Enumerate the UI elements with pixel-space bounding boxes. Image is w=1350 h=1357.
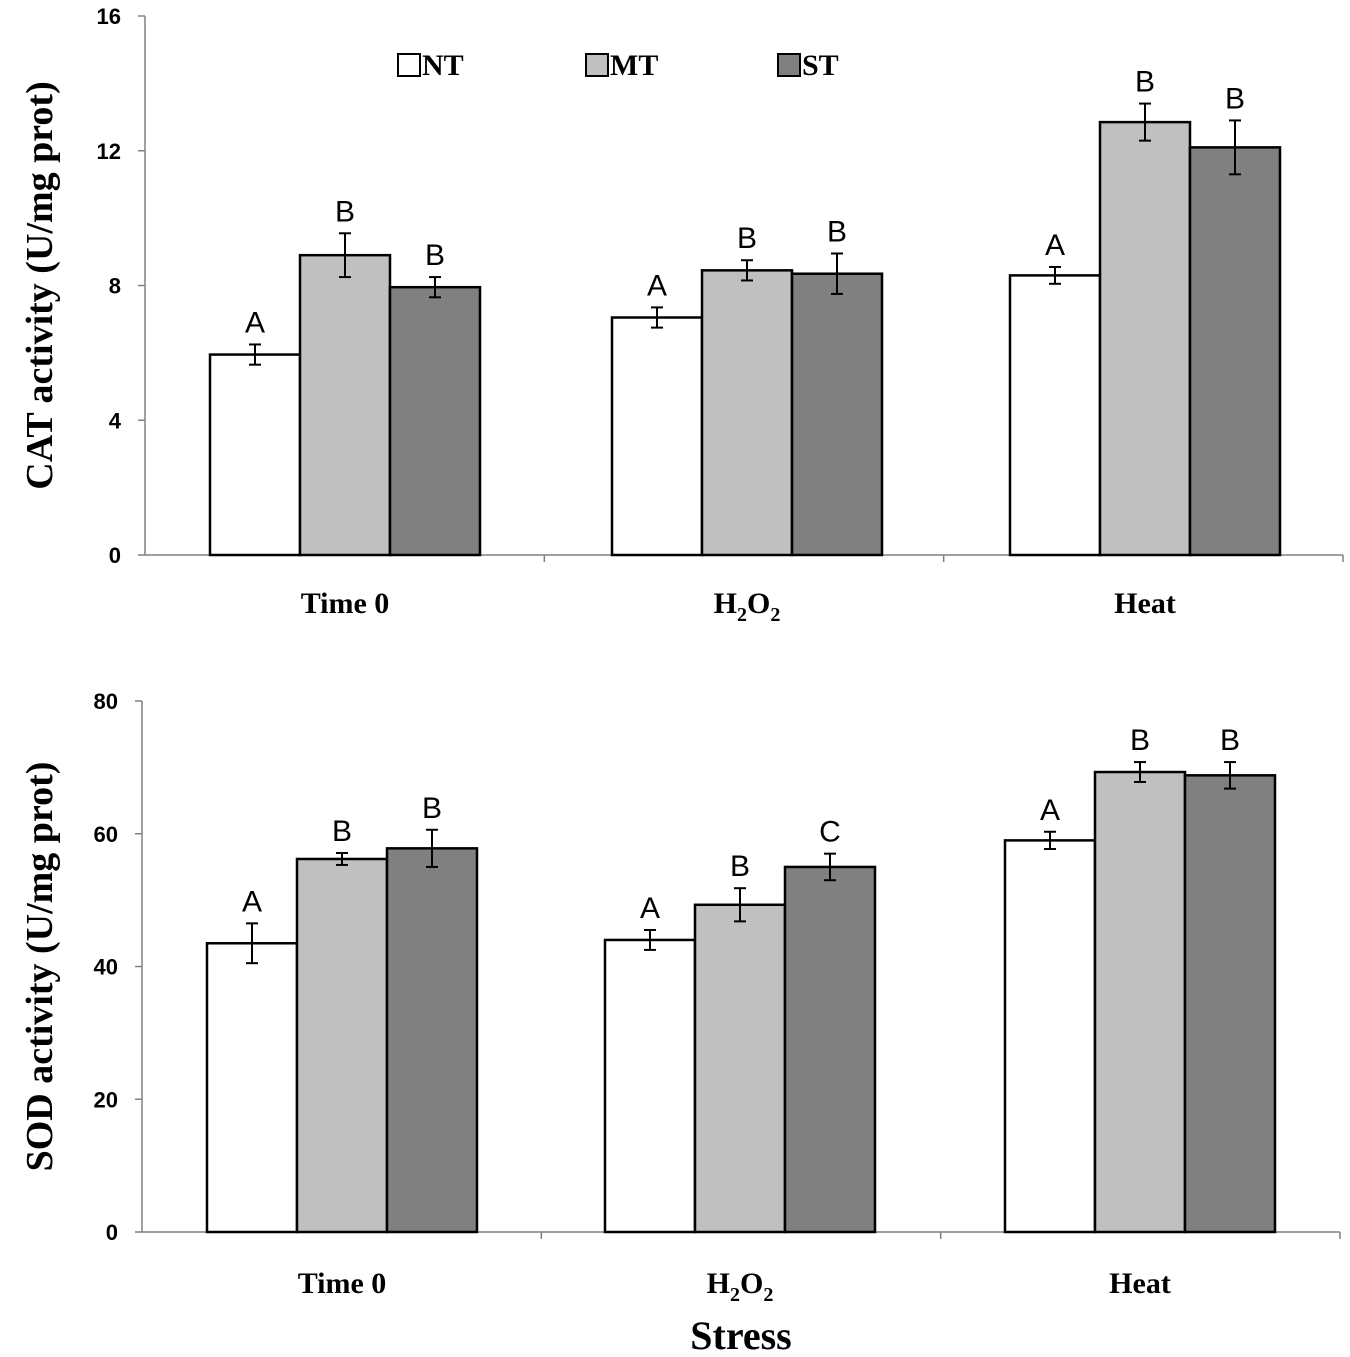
- bar-mt: [1098, 120, 1192, 557]
- legend-swatch-nt: [397, 53, 421, 77]
- bar-mt: [298, 253, 392, 557]
- significance-label: B: [1220, 724, 1240, 757]
- significance-label: B: [1225, 82, 1245, 115]
- y-tick-label: 60: [94, 822, 118, 847]
- bar-st: [783, 865, 877, 1234]
- significance-label: B: [827, 215, 847, 248]
- x-category-label: H2O2: [714, 587, 781, 626]
- bar-nt: [1008, 274, 1102, 557]
- bar-st: [1188, 146, 1282, 557]
- bar-nt: [610, 316, 704, 557]
- significance-label: A: [1045, 229, 1065, 262]
- significance-label: A: [245, 306, 265, 339]
- significance-label: B: [1135, 66, 1155, 99]
- significance-label: A: [1040, 794, 1060, 827]
- significance-label: A: [647, 269, 667, 302]
- legend-label-mt: MT: [610, 49, 658, 82]
- significance-label: B: [425, 239, 445, 272]
- y-tick-label: 12: [97, 139, 121, 164]
- x-category-label: Heat: [1109, 1267, 1171, 1300]
- significance-label: C: [819, 816, 841, 849]
- legend-swatch-mt: [585, 53, 609, 77]
- significance-label: B: [1130, 724, 1150, 757]
- y-tick-label: 20: [94, 1087, 118, 1112]
- bar-mt: [295, 857, 389, 1234]
- bar-nt: [603, 938, 697, 1234]
- significance-label: B: [737, 222, 757, 255]
- x-category-label: Time 0: [301, 587, 390, 620]
- y-tick-label: 0: [106, 1220, 118, 1245]
- significance-label: B: [730, 850, 750, 883]
- x-category-label: Heat: [1114, 587, 1176, 620]
- y-axis-title: CAT activity (U/mg prot): [19, 81, 61, 489]
- y-tick-label: 40: [94, 955, 118, 980]
- y-tick-label: 80: [94, 689, 118, 714]
- y-axis-title: SOD activity (U/mg prot): [19, 762, 61, 1172]
- x-axis-title: Stress: [690, 1313, 791, 1357]
- bar-nt: [1003, 839, 1097, 1234]
- legend-label-st: ST: [802, 49, 839, 82]
- chart-panel-2: 0 20 40 60 80 A B B A B C A B B SOD activity (U/mg pro…: [19, 689, 1341, 1357]
- significance-label: B: [422, 792, 442, 825]
- significance-label: A: [640, 892, 660, 925]
- y-tick-label: 4: [109, 408, 122, 433]
- significance-label: B: [332, 815, 352, 848]
- x-category-label: Time 0: [298, 1267, 387, 1300]
- x-category-label: H2O2: [707, 1267, 774, 1306]
- significance-label: A: [242, 885, 262, 918]
- legend: NT MT ST: [397, 49, 839, 82]
- y-tick-label: 8: [109, 274, 121, 299]
- bar-mt: [1093, 770, 1187, 1234]
- bar-st: [388, 285, 482, 557]
- y-tick-label: 0: [109, 543, 121, 568]
- bar-nt: [205, 942, 299, 1234]
- y-tick-label: 16: [97, 4, 121, 29]
- bar-st: [385, 847, 479, 1234]
- bar-st: [1183, 774, 1277, 1234]
- bar-st: [790, 272, 884, 557]
- legend-label-nt: NT: [422, 49, 464, 82]
- bar-nt: [208, 353, 302, 557]
- legend-swatch-st: [777, 53, 801, 77]
- bar-mt: [700, 269, 794, 557]
- chart-panel-1: 0 4 8 12 16 A B B A B B A B B CAT activity (U/mg prot): [19, 4, 1344, 568]
- significance-label: B: [335, 195, 355, 228]
- bar-mt: [693, 903, 787, 1234]
